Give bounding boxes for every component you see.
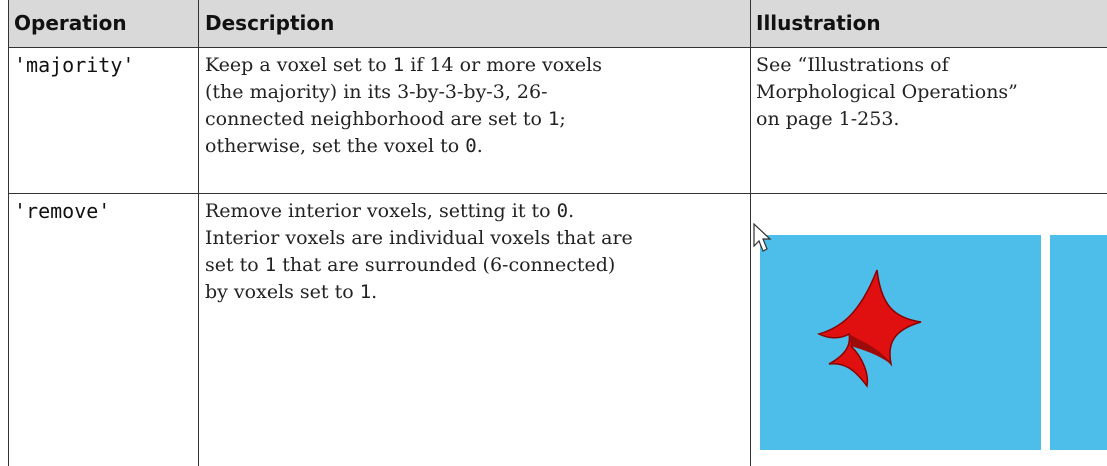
illustration: See “Illustrations of Morphological Oper… bbox=[756, 52, 1018, 133]
text: that are surrounded (6-connected) bbox=[276, 254, 616, 276]
description: Keep a voxel set to 1 if 14 or more voxe… bbox=[205, 52, 602, 160]
code: 1 bbox=[359, 281, 372, 303]
code: 1 bbox=[264, 254, 277, 276]
text: Interior voxels are individual voxels th… bbox=[205, 227, 633, 249]
line: on page 1-253. bbox=[756, 108, 900, 130]
text: ; bbox=[559, 108, 566, 130]
text: Remove interior voxels, setting it to bbox=[205, 200, 557, 222]
line: otherwise, set the voxel to 0. bbox=[205, 133, 602, 160]
shade bbox=[849, 334, 891, 364]
text: Keep a voxel set to bbox=[205, 54, 393, 76]
text: . bbox=[476, 135, 483, 157]
illustration-image bbox=[753, 222, 1107, 450]
header-cell: Description bbox=[205, 11, 335, 35]
line: by voxels set to 1. bbox=[205, 279, 633, 306]
text: . bbox=[371, 281, 378, 303]
code: 0 bbox=[465, 135, 477, 157]
text: connected neighborhood are set to bbox=[205, 108, 548, 130]
line: connected neighborhood are set to 1; bbox=[205, 106, 602, 133]
text: if 14 or more voxels bbox=[404, 54, 602, 76]
border bbox=[8, 0, 9, 466]
line: Interior voxels are individual voxels th… bbox=[205, 225, 633, 252]
text: set to bbox=[205, 254, 265, 276]
line: set to 1 that are surrounded (6-connecte… bbox=[205, 252, 633, 279]
panel bbox=[760, 235, 1041, 450]
header-cell: Illustration bbox=[756, 11, 881, 35]
operation: 'majority' bbox=[14, 53, 135, 77]
border bbox=[198, 0, 199, 466]
line: Morphological Operations” bbox=[756, 81, 1018, 103]
text: otherwise, set the voxel to bbox=[205, 135, 466, 157]
cursor bbox=[753, 222, 772, 252]
header-row bbox=[8, 0, 1107, 47]
line: Keep a voxel set to 1 if 14 or more voxe… bbox=[205, 52, 602, 79]
line: (the majority) in its 3-by-3-by-3, 26- bbox=[205, 79, 602, 106]
operation: 'remove' bbox=[14, 199, 111, 223]
description: Remove interior voxels, setting it to 0.… bbox=[205, 198, 633, 306]
border bbox=[750, 0, 751, 466]
panel bbox=[1050, 235, 1107, 450]
line: See “Illustrations of bbox=[756, 54, 949, 76]
code: 0 bbox=[556, 200, 569, 222]
header-cell: Operation bbox=[14, 11, 127, 35]
border bbox=[8, 193, 1107, 194]
code: 1 bbox=[547, 108, 560, 130]
line: Remove interior voxels, setting it to 0. bbox=[205, 198, 633, 225]
text: . bbox=[568, 200, 575, 222]
text: (the majority) in its 3-by-3-by-3, 26- bbox=[205, 81, 548, 103]
text: by voxels set to bbox=[205, 281, 360, 303]
code: 1 bbox=[392, 54, 405, 76]
red-shape bbox=[816, 269, 922, 388]
border bbox=[8, 47, 1107, 48]
